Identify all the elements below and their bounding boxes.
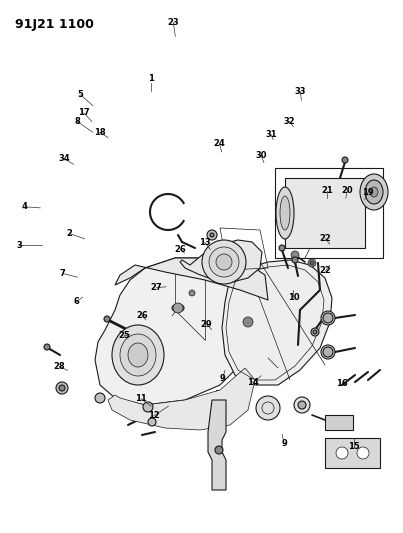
Text: 2: 2 — [66, 229, 72, 238]
Ellipse shape — [280, 196, 290, 230]
Text: 29: 29 — [201, 320, 212, 328]
Circle shape — [292, 257, 298, 263]
Circle shape — [143, 402, 153, 412]
Text: 12: 12 — [148, 411, 160, 420]
Circle shape — [311, 328, 319, 336]
Ellipse shape — [120, 334, 156, 376]
Text: 6: 6 — [74, 297, 79, 305]
Circle shape — [207, 230, 217, 240]
Polygon shape — [222, 260, 332, 385]
Text: 34: 34 — [59, 155, 70, 163]
Text: 31: 31 — [265, 130, 276, 139]
Text: 19: 19 — [362, 189, 373, 197]
Circle shape — [256, 396, 280, 420]
Circle shape — [298, 401, 306, 409]
Circle shape — [173, 303, 183, 313]
Ellipse shape — [321, 345, 335, 359]
Circle shape — [104, 316, 110, 322]
Text: 10: 10 — [288, 293, 299, 302]
Bar — [275, 168, 383, 258]
Ellipse shape — [128, 343, 148, 367]
Text: 1: 1 — [148, 75, 154, 83]
Text: 26: 26 — [136, 311, 148, 320]
Circle shape — [59, 385, 65, 391]
Text: 9: 9 — [281, 439, 287, 448]
Polygon shape — [325, 438, 380, 468]
Circle shape — [323, 347, 333, 357]
Circle shape — [95, 393, 105, 403]
Text: 4: 4 — [21, 203, 27, 211]
Ellipse shape — [172, 304, 184, 312]
Polygon shape — [208, 400, 226, 490]
Text: 32: 32 — [284, 117, 295, 126]
Text: 91J21 1100: 91J21 1100 — [15, 18, 94, 31]
Polygon shape — [285, 178, 365, 248]
Text: 8: 8 — [75, 117, 80, 126]
Ellipse shape — [360, 174, 388, 210]
Text: 28: 28 — [54, 362, 65, 371]
Polygon shape — [180, 240, 262, 282]
Circle shape — [313, 330, 317, 334]
Text: 20: 20 — [342, 187, 353, 195]
Circle shape — [308, 259, 316, 267]
Circle shape — [336, 447, 348, 459]
Circle shape — [294, 397, 310, 413]
Ellipse shape — [216, 254, 232, 270]
Text: 14: 14 — [247, 378, 259, 387]
Circle shape — [342, 157, 348, 163]
Ellipse shape — [209, 247, 239, 277]
Text: 25: 25 — [118, 332, 130, 340]
Text: 21: 21 — [321, 187, 333, 195]
Polygon shape — [108, 368, 255, 430]
Circle shape — [279, 245, 285, 251]
Ellipse shape — [276, 187, 294, 239]
Text: 27: 27 — [151, 284, 162, 292]
Text: 22: 22 — [320, 235, 332, 243]
Ellipse shape — [112, 325, 164, 385]
Text: 5: 5 — [78, 91, 83, 99]
Ellipse shape — [202, 240, 246, 284]
Polygon shape — [95, 258, 268, 405]
Circle shape — [215, 446, 223, 454]
Text: 24: 24 — [214, 140, 226, 148]
Text: 26: 26 — [174, 245, 187, 254]
Ellipse shape — [321, 311, 335, 325]
Text: 9: 9 — [220, 374, 226, 383]
Text: 13: 13 — [199, 238, 210, 247]
Circle shape — [310, 261, 314, 265]
Ellipse shape — [370, 187, 378, 197]
Bar — [325, 415, 353, 430]
Text: 18: 18 — [94, 128, 105, 136]
Circle shape — [210, 233, 214, 237]
Text: 30: 30 — [256, 151, 267, 160]
Circle shape — [243, 317, 253, 327]
Circle shape — [189, 290, 195, 296]
Text: 3: 3 — [17, 241, 22, 249]
Circle shape — [357, 447, 369, 459]
Polygon shape — [115, 258, 268, 300]
Text: 22: 22 — [320, 266, 332, 275]
Text: 7: 7 — [60, 269, 65, 278]
Circle shape — [44, 344, 50, 350]
Circle shape — [323, 313, 333, 323]
Text: 17: 17 — [78, 109, 89, 117]
Text: 15: 15 — [348, 442, 360, 451]
Circle shape — [148, 418, 156, 426]
Text: 16: 16 — [336, 379, 348, 388]
Circle shape — [291, 251, 299, 259]
Text: 33: 33 — [295, 87, 306, 96]
Ellipse shape — [365, 180, 383, 204]
Text: 11: 11 — [135, 394, 147, 403]
Text: 23: 23 — [168, 18, 179, 27]
Circle shape — [56, 382, 68, 394]
